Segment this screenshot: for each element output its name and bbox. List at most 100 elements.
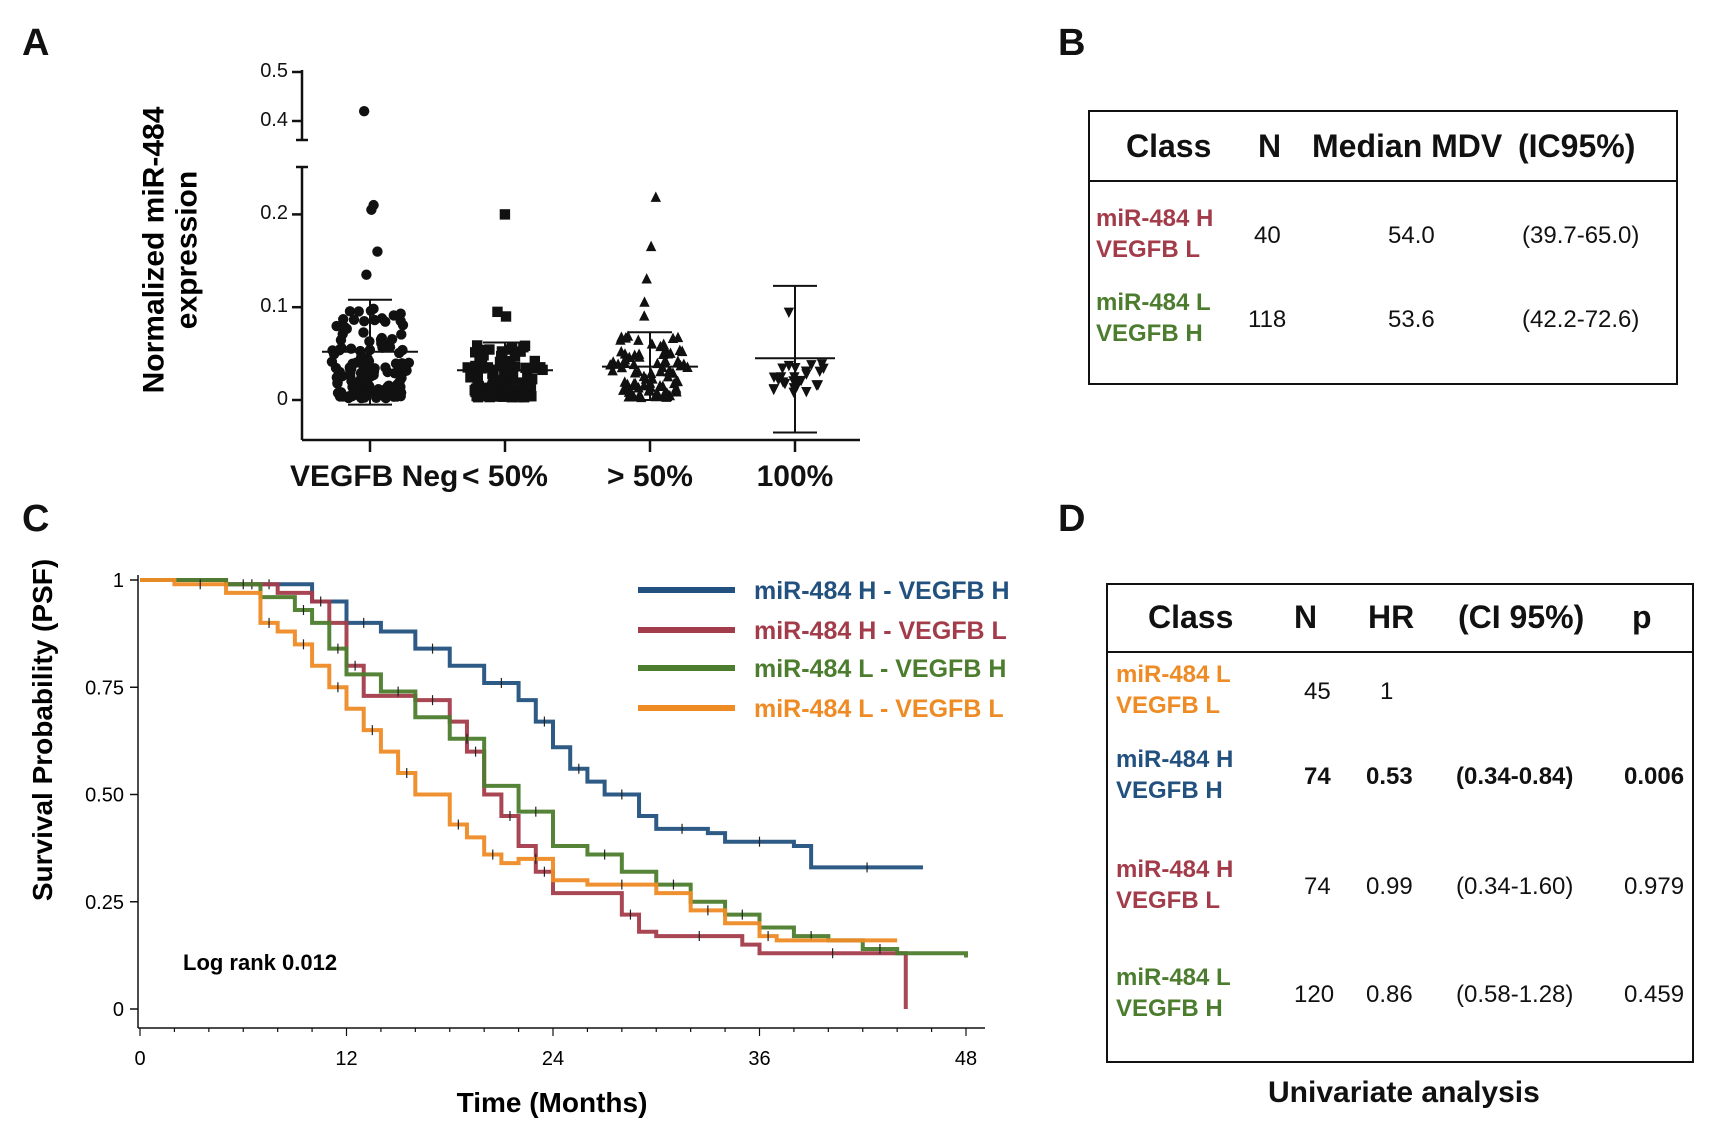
x-tick-label-c: 48 <box>955 1048 977 1070</box>
data-point <box>768 384 780 395</box>
category-label-a: VEGFB Neg <box>290 460 459 493</box>
data-point <box>652 357 663 369</box>
table-d: Class N HR (CI 95%) p miR-484 L VEGFB L 4… <box>1106 583 1694 1063</box>
survival-curves <box>140 578 968 1009</box>
data-point <box>380 362 391 373</box>
y-tick-label-a: 0.5 <box>260 60 288 82</box>
table-b-row2-ic: (42.2-72.6) <box>1522 306 1640 333</box>
data-point <box>674 344 686 356</box>
y-tick-label-a: 0.2 <box>260 202 288 225</box>
data-point <box>783 360 795 372</box>
data-point <box>620 332 631 343</box>
points-a <box>326 106 829 404</box>
data-point <box>641 273 652 284</box>
table-b-header-ic: (IC95%) <box>1518 128 1636 164</box>
data-point <box>507 371 519 382</box>
table-d-class-line: miR-484 L <box>1116 964 1231 991</box>
data-point <box>376 338 387 349</box>
legend-label: miR-484 H - VEGFB H <box>754 577 1010 605</box>
data-point <box>645 367 657 379</box>
data-point <box>634 351 645 362</box>
data-point <box>484 344 495 355</box>
data-point <box>522 367 533 379</box>
data-point <box>626 388 637 399</box>
table-b-header-class: Class <box>1126 128 1212 164</box>
data-point <box>369 314 380 326</box>
legend-label: miR-484 L - VEGFB H <box>754 655 1006 683</box>
data-point <box>488 369 499 381</box>
data-point <box>639 310 650 321</box>
table-d-n: 45 <box>1304 678 1331 705</box>
category-label-a: 100% <box>756 460 834 493</box>
data-point <box>372 246 383 257</box>
data-point <box>529 355 540 367</box>
table-d-p: 0.006 <box>1624 763 1685 790</box>
data-point <box>491 377 503 389</box>
data-point <box>768 372 780 383</box>
survival-curve <box>140 578 908 1009</box>
data-point <box>373 384 384 395</box>
data-point <box>816 359 828 370</box>
y-tick-label-c: 0 <box>113 999 124 1021</box>
data-point <box>670 383 682 395</box>
data-point <box>472 376 483 387</box>
data-point <box>663 366 674 377</box>
data-point <box>795 375 807 387</box>
table-d-hr: 0.99 <box>1366 873 1413 900</box>
y-tick-label-a: 0.4 <box>260 109 288 131</box>
x-tick-label-c: 12 <box>335 1048 357 1070</box>
data-point <box>386 333 398 345</box>
data-point <box>528 363 540 374</box>
data-point <box>526 391 537 402</box>
y-tick-label-a: 0.1 <box>260 295 288 318</box>
table-b-divider <box>1090 180 1676 182</box>
data-point <box>629 377 641 389</box>
data-point <box>812 380 824 391</box>
table-b-row2-class: miR-484 L VEGFB H <box>1096 289 1211 347</box>
data-point <box>806 360 817 371</box>
table-d-class-line: VEGFB L <box>1116 691 1221 719</box>
data-point <box>607 365 618 376</box>
table-d-class-line: miR-484 L <box>1116 661 1231 688</box>
data-point <box>519 340 531 351</box>
data-point <box>359 316 370 327</box>
data-point <box>470 360 481 372</box>
data-point <box>494 356 506 368</box>
data-point <box>347 358 358 369</box>
x-tick-label-c: 36 <box>748 1048 770 1070</box>
x-axis-label-c: Time (Months) <box>457 1087 648 1118</box>
survival-curve <box>140 578 968 958</box>
table-d-class-line: VEGFB H <box>1116 994 1223 1022</box>
data-point <box>396 372 407 384</box>
data-point <box>341 323 352 335</box>
table-d-header-n: N <box>1294 599 1318 635</box>
panel-letter-a: A <box>22 22 50 64</box>
data-point <box>356 351 367 363</box>
data-point <box>800 366 812 377</box>
data-point <box>353 306 364 317</box>
data-point <box>499 209 511 220</box>
data-point <box>390 389 401 401</box>
log-rank-annotation: Log rank 0.012 <box>183 950 337 975</box>
table-d-p: 0.979 <box>1624 873 1685 900</box>
data-point <box>521 380 533 391</box>
data-point <box>509 350 521 361</box>
data-point <box>336 342 347 354</box>
survival-curve <box>140 578 898 943</box>
data-point <box>672 331 684 343</box>
x-tick-label-c: 0 <box>134 1048 145 1070</box>
data-point <box>470 386 481 398</box>
table-d-hr: 0.53 <box>1366 763 1413 790</box>
data-point <box>777 377 789 388</box>
category-label-a: > 50% <box>607 460 693 493</box>
data-point <box>639 296 650 307</box>
table-d-divider <box>1108 651 1692 653</box>
table-b-row1-class: miR-484 H VEGFB L <box>1096 205 1214 263</box>
table-b-row2-n: 118 <box>1248 306 1287 333</box>
table-b-header-n: N <box>1258 128 1282 164</box>
table-d-class-line: miR-484 H <box>1116 856 1234 883</box>
data-point <box>660 354 671 365</box>
data-point <box>616 345 627 357</box>
